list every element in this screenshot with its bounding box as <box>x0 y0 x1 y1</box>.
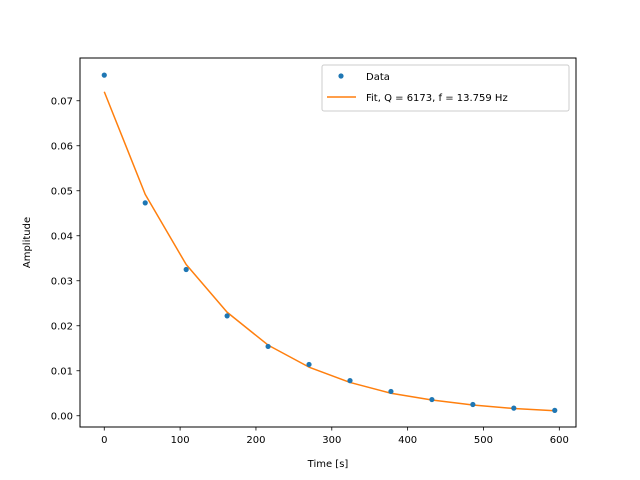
y-tick-label: 0.02 <box>51 321 73 332</box>
legend: Data Fit, Q = 6173, f = 13.759 Hz <box>321 64 570 112</box>
data-point <box>429 396 435 403</box>
y-axis-label: Amplitude <box>22 217 33 268</box>
x-tick-label: 500 <box>474 435 493 446</box>
x-axis-label: Time [s] <box>307 459 349 470</box>
data-point <box>265 343 271 350</box>
fit-line <box>103 91 555 412</box>
legend-marker-data <box>338 73 344 79</box>
series-layer <box>101 72 558 413</box>
data-point <box>388 388 394 395</box>
y-tick-label: 0.03 <box>51 276 73 287</box>
x-tick-label: 100 <box>171 435 190 446</box>
data-point <box>552 407 558 413</box>
legend-box <box>321 64 570 112</box>
data-point <box>142 200 148 206</box>
y-tick-label: 0.05 <box>51 186 73 197</box>
x-tick-label: 600 <box>550 435 569 446</box>
x-tick-label: 400 <box>398 435 417 446</box>
legend-label-data: Data <box>366 72 390 83</box>
data-point <box>347 378 353 384</box>
legend-label-fit: Fit, Q = 6173, f = 13.759 Hz <box>366 93 508 104</box>
data-point <box>224 313 230 319</box>
y-tick-label: 0.04 <box>51 231 73 242</box>
x-tick-label: 200 <box>246 435 265 446</box>
y-tick-label: 0.07 <box>51 96 73 107</box>
y-tick-label: 0.01 <box>51 366 73 377</box>
x-tick-label: 300 <box>322 435 341 446</box>
data-point <box>306 361 312 368</box>
y-tick-label: 0.00 <box>51 411 73 422</box>
data-point <box>101 72 107 78</box>
x-tick-label: 0 <box>101 435 107 446</box>
y-tick-label: 0.06 <box>51 141 73 152</box>
y-axis-ticks: 0.00 0.01 0.02 0.03 0.04 0.05 0.06 0.07 <box>51 96 80 422</box>
data-point <box>511 405 517 411</box>
data-point <box>470 401 476 408</box>
x-axis-ticks: 0 100 200 300 400 500 600 <box>101 427 569 446</box>
data-point <box>183 266 189 273</box>
axes-frame <box>79 57 577 428</box>
